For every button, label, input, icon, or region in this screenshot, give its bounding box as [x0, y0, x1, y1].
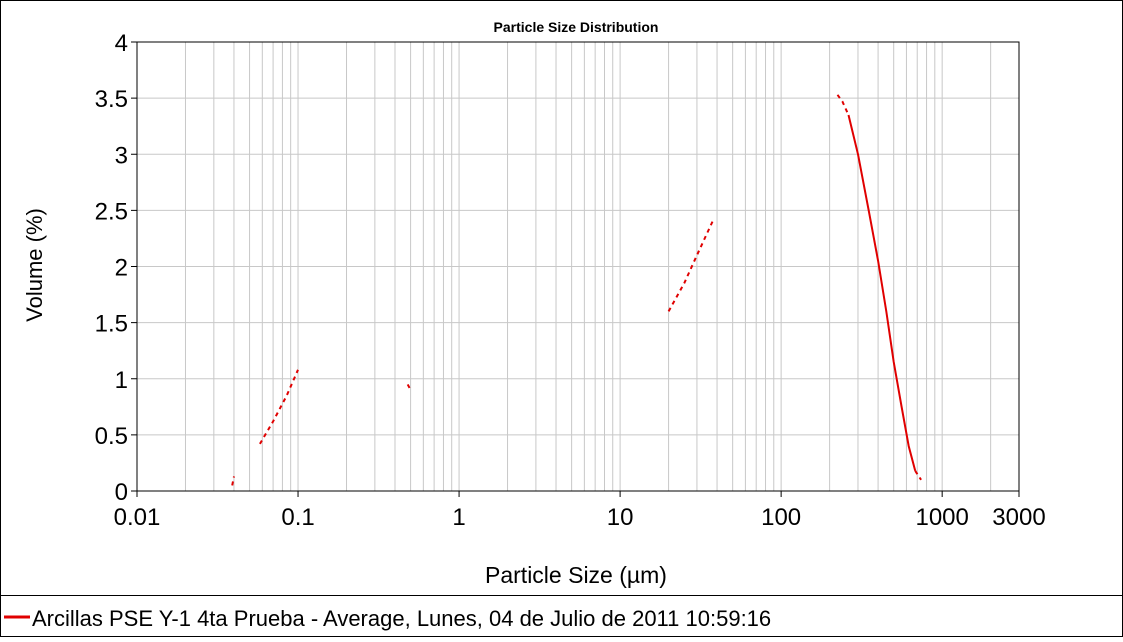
- series-line-segment: [231, 476, 235, 486]
- y-axis-label: Volume (%): [22, 208, 47, 322]
- series-line-segment: [836, 94, 850, 116]
- x-tick-label: 1: [452, 504, 465, 531]
- legend: Arcillas PSE Y-1 4ta Prueba - Average, L…: [4, 606, 771, 631]
- y-tick-label: 3: [115, 142, 128, 169]
- axis-ticks: 0 0.5 1 1.5 2 2.5 3 3.5 4 0.01 0.1 1 10 100 1000 3000: [95, 30, 1046, 531]
- x-tick-label: 10: [607, 504, 634, 531]
- x-tick-label: 100: [761, 504, 801, 531]
- x-tick-label: 0.01: [114, 504, 161, 531]
- chart-title: Particle Size Distribution: [494, 19, 659, 35]
- x-tick-label: 0.1: [281, 504, 314, 531]
- y-tick-label: 0.5: [95, 423, 128, 450]
- series-line-segment: [914, 470, 922, 481]
- y-tick-label: 2: [115, 255, 128, 282]
- series-line-segment: [406, 383, 412, 391]
- series-layer: [231, 94, 922, 486]
- y-tick-label: 1: [115, 367, 128, 394]
- legend-label: Arcillas PSE Y-1 4ta Prueba - Average, L…: [32, 606, 771, 631]
- y-tick-label: 1.5: [95, 311, 128, 338]
- series-line-segment: [667, 218, 715, 312]
- y-tick-label: 3.5: [95, 86, 128, 113]
- x-axis-label: Particle Size (µm): [485, 562, 667, 588]
- series-line-segment: [259, 369, 299, 445]
- x-tick-label: 3000: [992, 504, 1045, 531]
- grid: [136, 41, 1020, 492]
- series-line-segment: [847, 114, 917, 472]
- x-tick-label: 1000: [915, 504, 968, 531]
- y-tick-label: 0: [115, 479, 128, 506]
- y-tick-label: 4: [115, 30, 128, 57]
- y-tick-label: 2.5: [95, 198, 128, 225]
